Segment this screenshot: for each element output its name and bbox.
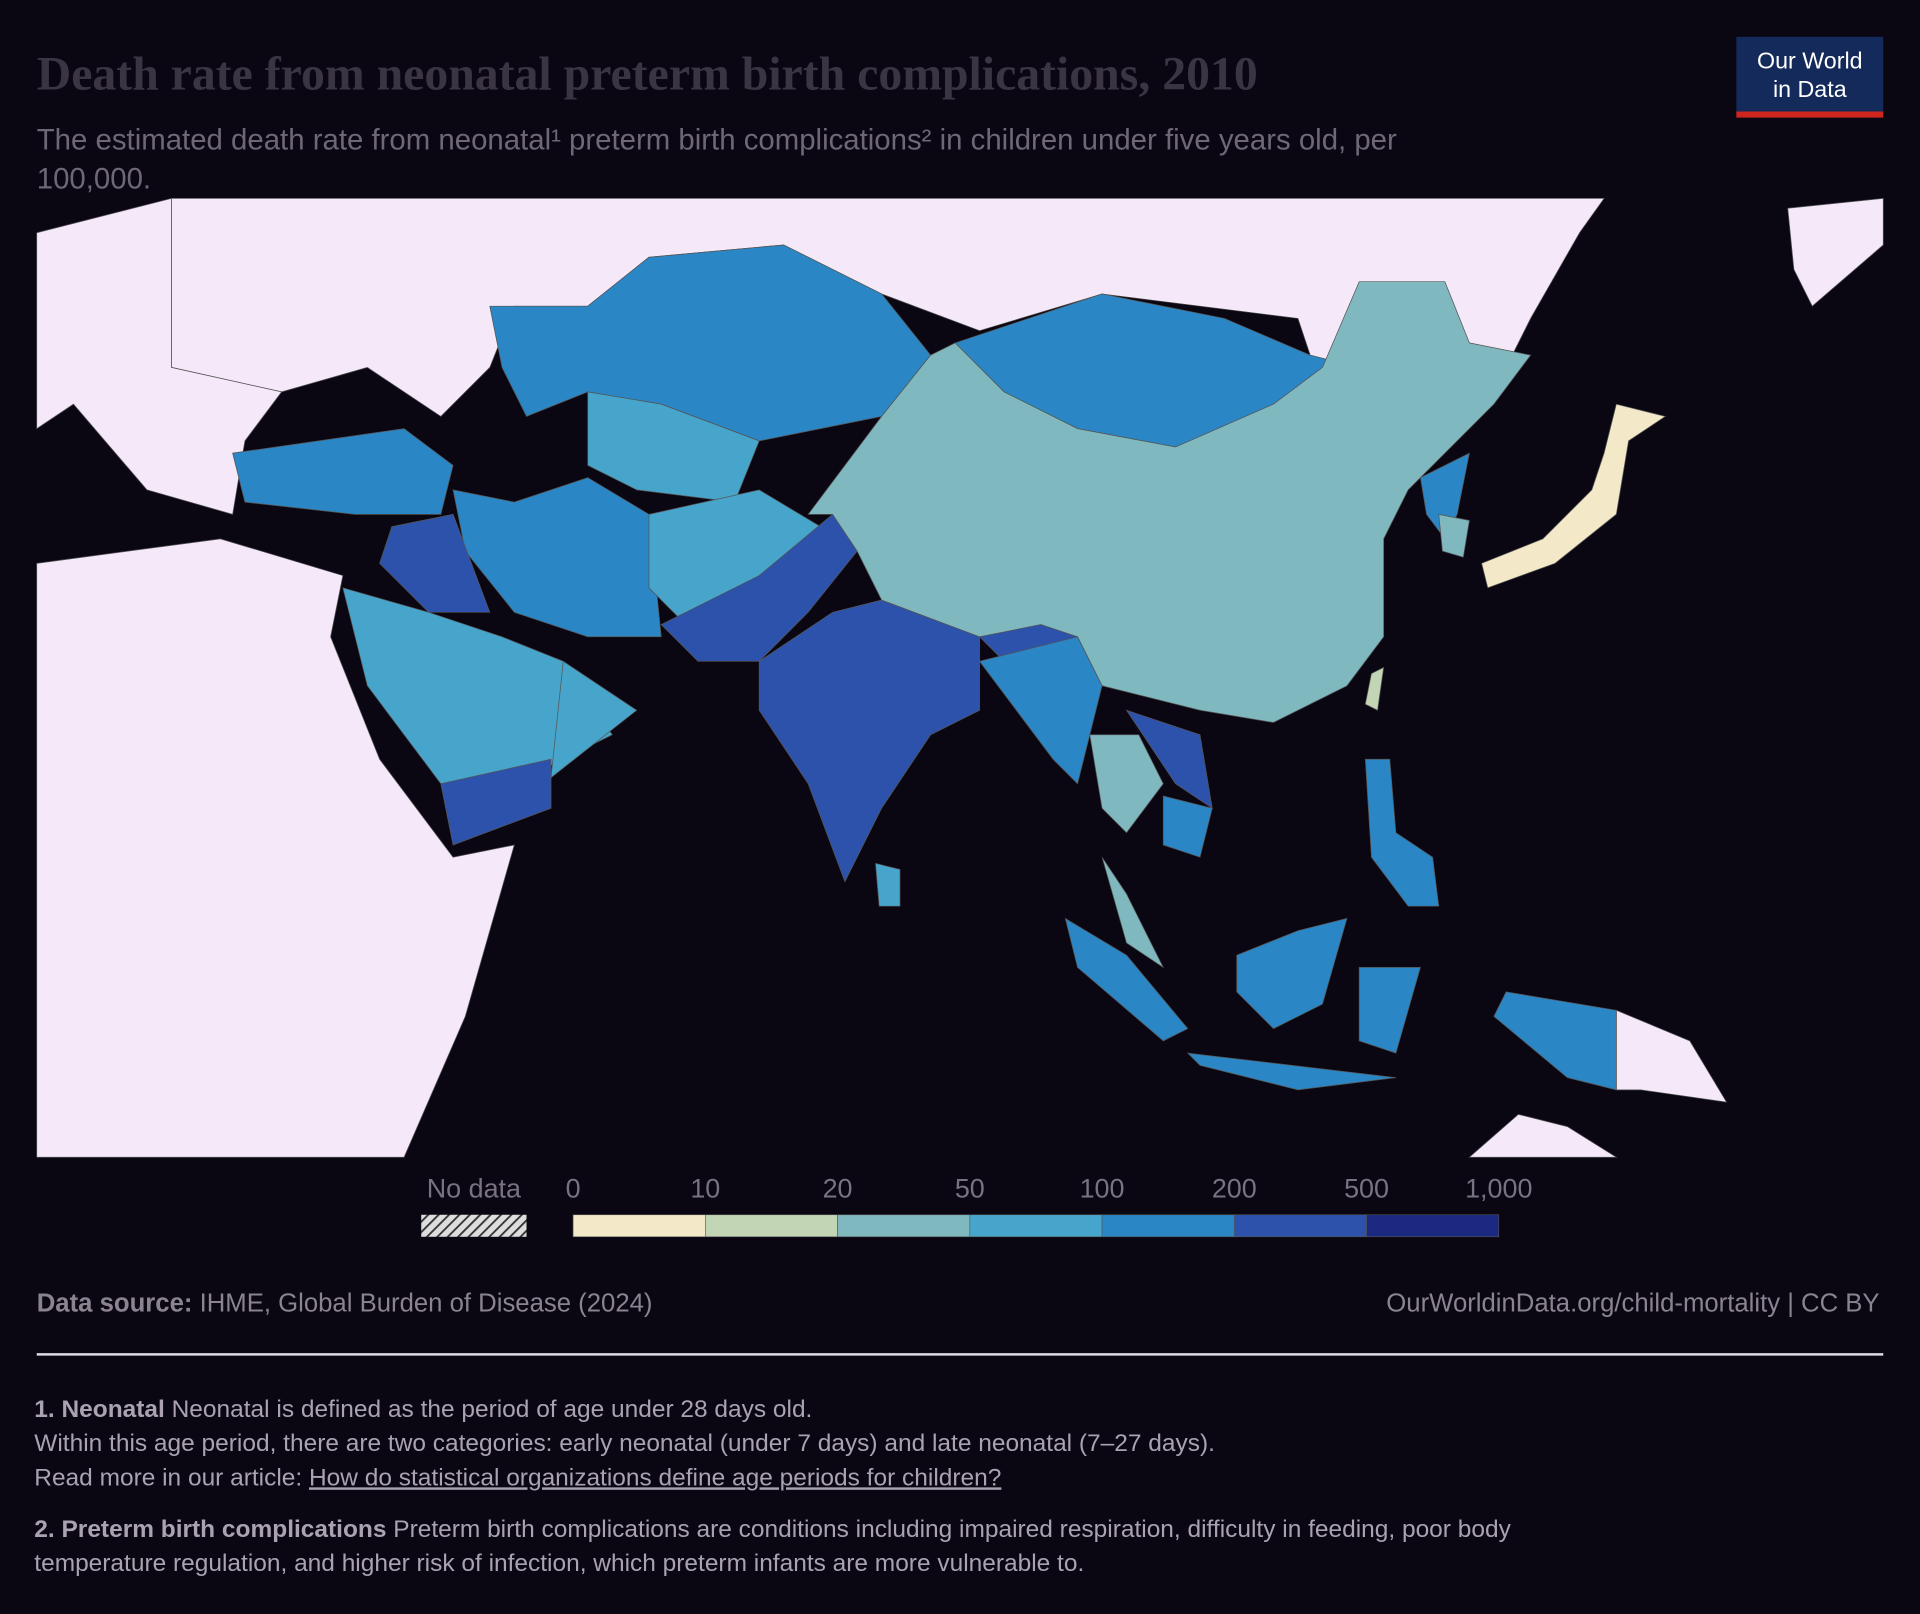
logo-bar bbox=[1736, 111, 1884, 118]
note: temperature regulation, and higher risk … bbox=[34, 1550, 1084, 1577]
region bbox=[1236, 917, 1348, 1030]
legend-tick-label: 100 bbox=[1080, 1174, 1125, 1204]
note-text: Neonatal is defined as the period of age… bbox=[172, 1396, 813, 1423]
legend-tick-label: 0 bbox=[566, 1174, 581, 1204]
region bbox=[1064, 917, 1189, 1042]
region bbox=[1438, 513, 1470, 558]
note-label: 2. Preterm birth complications bbox=[34, 1516, 386, 1543]
region bbox=[1101, 857, 1165, 969]
logo[interactable]: Our World in Data bbox=[1736, 36, 1884, 118]
map bbox=[36, 197, 1884, 1158]
legend-tick-label: 50 bbox=[955, 1174, 985, 1204]
legend-label: No data bbox=[427, 1174, 521, 1204]
legend-bin bbox=[1233, 1214, 1367, 1238]
region bbox=[452, 477, 662, 638]
region bbox=[1493, 991, 1617, 1091]
legend-tick-label: 1,000 bbox=[1465, 1174, 1532, 1204]
land-no-data bbox=[36, 538, 515, 1158]
note-link[interactable]: How do statistical organizations define … bbox=[309, 1464, 1001, 1491]
region bbox=[342, 587, 613, 785]
region bbox=[1364, 758, 1440, 907]
note-text: Preterm birth complications are conditio… bbox=[393, 1516, 1511, 1543]
region bbox=[1089, 734, 1164, 834]
region bbox=[660, 513, 858, 662]
note: Within this age period, there are two ca… bbox=[34, 1430, 1215, 1457]
note-text: Read more in our article: bbox=[34, 1464, 302, 1491]
legend-bin bbox=[837, 1214, 971, 1238]
region bbox=[379, 513, 491, 613]
legend-tick-label: 500 bbox=[1344, 1174, 1389, 1204]
region bbox=[807, 281, 1532, 723]
legend-tick-label: 200 bbox=[1212, 1174, 1257, 1204]
region bbox=[1481, 403, 1667, 589]
legend-tick-label: 20 bbox=[823, 1174, 853, 1204]
no-data-swatch bbox=[421, 1214, 527, 1237]
region bbox=[758, 599, 980, 883]
region bbox=[1162, 795, 1213, 858]
note: 1. Neonatal Neonatal is defined as the p… bbox=[34, 1396, 812, 1423]
legend-bin bbox=[705, 1214, 838, 1238]
land-no-data bbox=[1787, 198, 1884, 307]
logo-text: in Data bbox=[1773, 76, 1847, 102]
region bbox=[550, 660, 638, 779]
title: Death rate from neonatal preterm birth c… bbox=[37, 47, 1258, 100]
note-label: 1. Neonatal bbox=[34, 1396, 165, 1423]
note: 2. Preterm birth complications Preterm b… bbox=[34, 1516, 1511, 1543]
source-label: Data source: bbox=[37, 1289, 193, 1317]
note: Read more in our article: How do statist… bbox=[34, 1464, 1001, 1491]
source: Data source: IHME, Global Burden of Dise… bbox=[37, 1289, 653, 1317]
region bbox=[1364, 666, 1385, 711]
legend: No data 0 10 20 50 100 200 500 1,000 bbox=[421, 1174, 1532, 1238]
subtitle: The estimated death rate from neonatal¹ … bbox=[37, 123, 1397, 156]
region bbox=[875, 862, 901, 907]
legend-bin bbox=[1366, 1214, 1500, 1238]
legend-bin bbox=[969, 1214, 1103, 1238]
region bbox=[1186, 1052, 1396, 1091]
region bbox=[1358, 967, 1421, 1054]
legend-bin bbox=[572, 1214, 706, 1238]
legend-bin bbox=[1101, 1214, 1235, 1238]
legend-tick-label: 10 bbox=[690, 1174, 720, 1204]
subtitle: 100,000. bbox=[37, 163, 151, 196]
region bbox=[440, 758, 552, 846]
land-no-data bbox=[1468, 1113, 1618, 1158]
source-text: IHME, Global Burden of Disease (2024) bbox=[200, 1289, 653, 1317]
logo-box bbox=[1736, 36, 1884, 113]
url[interactable]: OurWorldinData.org/child-mortality | CC … bbox=[1386, 1289, 1879, 1317]
region bbox=[232, 428, 454, 515]
logo-text: Our World bbox=[1757, 48, 1863, 74]
